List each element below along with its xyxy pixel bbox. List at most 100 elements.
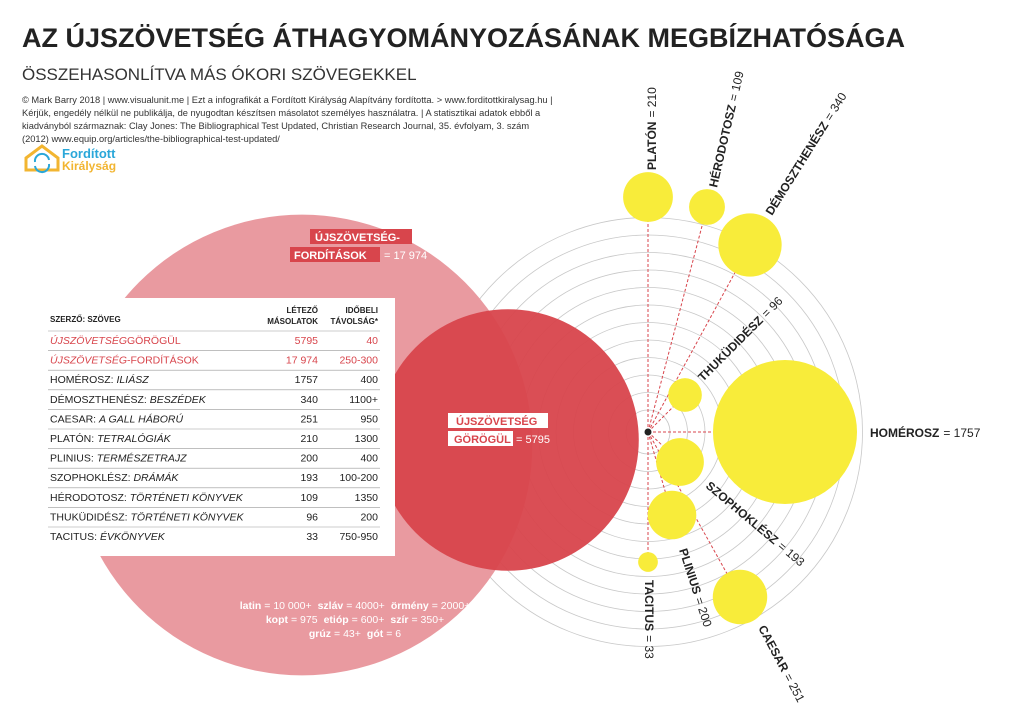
translations-line-part: örmény bbox=[391, 600, 429, 612]
bubble bbox=[712, 569, 768, 625]
bubble-label: CAESAR= 251 bbox=[755, 623, 807, 705]
row-copies: 200 bbox=[300, 453, 318, 465]
row-distance-part: 1350 bbox=[355, 492, 379, 504]
connector bbox=[647, 206, 708, 433]
credits-part: (2012) www.equip.org/articles/the-biblio… bbox=[22, 134, 280, 144]
row-text: DÉMOSZTHENÉSZ: BESZÉDEK bbox=[50, 393, 207, 406]
row-copies-part: 17 974 bbox=[286, 355, 318, 367]
row-copies-part: 210 bbox=[300, 433, 318, 445]
credits: Kérjük, engedély nélkül ne publikálja, d… bbox=[22, 108, 541, 118]
row-text-part: TACITUS: bbox=[50, 531, 100, 543]
bubble-label-part: = 200 bbox=[692, 595, 715, 629]
title-part: AZ ÚJSZÖVETSÉG ÁTHAGYOMÁNYOZÁSÁNAK MEGBÍ… bbox=[22, 22, 905, 53]
connector bbox=[647, 244, 751, 433]
table-header: IDŐBELI bbox=[346, 306, 378, 315]
row-distance: 100-200 bbox=[339, 472, 378, 484]
logo-arrows bbox=[33, 152, 51, 174]
logo bbox=[24, 144, 60, 174]
row-copies-part: 33 bbox=[306, 531, 318, 543]
row-text-part: BESZÉDEK bbox=[150, 393, 207, 406]
row-distance: 950 bbox=[360, 413, 378, 425]
translations-line-part: = 4000+ bbox=[346, 600, 385, 612]
label-box bbox=[448, 413, 548, 428]
translations-line-part: etióp bbox=[324, 614, 349, 626]
row-text-part: PLATÓN: bbox=[50, 432, 97, 445]
row-copies: 17 974 bbox=[286, 355, 318, 367]
row-text-part: ÚJSZÖVETSÉG bbox=[50, 354, 127, 367]
translations-line-part: latin bbox=[240, 600, 262, 612]
bubble bbox=[668, 378, 702, 412]
row-distance: 1100+ bbox=[349, 394, 378, 406]
row-text-part: PLINIUS: bbox=[50, 453, 97, 465]
bubble bbox=[656, 438, 704, 486]
row-copies: 109 bbox=[300, 492, 318, 504]
translations-line-part: kopt bbox=[266, 614, 289, 626]
bubble-label-part: = 33 bbox=[642, 635, 656, 659]
row-copies-part: 1757 bbox=[295, 374, 319, 386]
row-text: HOMÉROSZ: ILIÁSZ bbox=[50, 373, 149, 386]
row-text-part: HÉRODOTOSZ: bbox=[50, 491, 130, 504]
row-distance-part: 1100+ bbox=[349, 394, 378, 406]
table-header-part: LÉTEZŐ bbox=[286, 306, 318, 315]
row-copies-part: 96 bbox=[306, 511, 318, 523]
table-header-part: TÁVOLSÁG* bbox=[330, 317, 378, 326]
table-header: MÁSOLATOK bbox=[267, 317, 318, 326]
credits-part: kiadványból származnak: Clay Jones: The … bbox=[22, 121, 529, 131]
row-text: ÚJSZÖVETSÉGGÖRÖGÜL bbox=[50, 334, 181, 347]
nt-translations-label-part: = 17 974 bbox=[384, 250, 427, 262]
row-copies: 5795 bbox=[295, 335, 319, 347]
nt-translations-label: = 17 974 bbox=[384, 250, 427, 262]
row-copies-part: 109 bbox=[300, 492, 318, 504]
table-header: TÁVOLSÁG* bbox=[330, 317, 378, 326]
row-text: THUKÜDIDÉSZ: TÖRTÉNETI KÖNYVEK bbox=[50, 510, 245, 523]
row-text-part: TÖRTÉNETI KÖNYVEK bbox=[130, 491, 244, 504]
row-distance: 400 bbox=[360, 374, 378, 386]
translations-line-part: = 975 bbox=[291, 614, 318, 626]
row-text-part: DÉMOSZTHENÉSZ: bbox=[50, 393, 150, 406]
row-distance: 750-950 bbox=[339, 531, 378, 543]
bubble-label-part: HOMÉROSZ bbox=[870, 425, 939, 440]
row-text: TACITUS: ÉVKÖNYVEK bbox=[50, 530, 166, 543]
credits: © Mark Barry 2018 | www.visualunit.me | … bbox=[22, 95, 553, 105]
row-copies-part: 193 bbox=[300, 472, 318, 484]
bubble-label: PLINIUS= 200 bbox=[676, 547, 715, 629]
credits: (2012) www.equip.org/articles/the-biblio… bbox=[22, 134, 280, 144]
connector bbox=[647, 394, 686, 433]
bubble-label-part: CAESAR bbox=[755, 623, 791, 675]
row-text: SZOPHOKLÉSZ: DRÁMÁK bbox=[50, 471, 179, 484]
row-distance: 250-300 bbox=[339, 355, 378, 367]
row-copies: 1757 bbox=[295, 374, 319, 386]
row-text-part: TETRALÓGIÁK bbox=[97, 432, 172, 445]
row-text-part: HOMÉROSZ: bbox=[50, 373, 117, 386]
translations-line-part: = 10 000+ bbox=[264, 600, 311, 612]
bubble-label-part: = 96 bbox=[759, 294, 786, 321]
row-text-part: ÚJSZÖVETSÉG bbox=[50, 334, 127, 347]
bubble-label: HOMÉROSZ = 1757 bbox=[870, 425, 981, 440]
row-text-part: TERMÉSZETRAJZ bbox=[97, 452, 187, 465]
row-distance: 1300 bbox=[355, 433, 379, 445]
nt-greek-name: GÖRÖGÜL bbox=[454, 433, 511, 446]
table-header: SZERZŐ: SZÖVEG bbox=[50, 315, 121, 324]
translations-line-part: = 6 bbox=[386, 628, 401, 640]
row-copies: 96 bbox=[306, 511, 318, 523]
table-header-part: MÁSOLATOK bbox=[267, 317, 318, 326]
translations-line: kopt = 975 etióp = 600+ szír = 350+ bbox=[266, 614, 444, 626]
translations-line: grúz = 43+ gót = 6 bbox=[309, 628, 401, 640]
row-distance-part: 950 bbox=[360, 413, 378, 425]
row-text: HÉRODOTOSZ: TÖRTÉNETI KÖNYVEK bbox=[50, 491, 244, 504]
logo-text: Fordított bbox=[62, 146, 116, 161]
bubble bbox=[712, 359, 858, 505]
bubble bbox=[718, 213, 782, 277]
nt-translations-name: ÚJSZÖVETSÉG- bbox=[315, 231, 400, 244]
row-text-part: ÉVKÖNYVEK bbox=[100, 530, 166, 543]
row-copies: 33 bbox=[306, 531, 318, 543]
nt-translations-name-part: FORDÍTÁSOK bbox=[294, 249, 367, 262]
bubble-label-part: HÉRODOTOSZ bbox=[705, 103, 739, 189]
translations-line-part: szláv bbox=[318, 600, 344, 612]
row-distance: 200 bbox=[360, 511, 378, 523]
row-text-part: -FORDÍTÁSOK bbox=[127, 354, 199, 367]
row-text-part: THUKÜDIDÉSZ: bbox=[50, 510, 131, 523]
row-copies-part: 251 bbox=[300, 413, 318, 425]
row-distance: 400 bbox=[360, 453, 378, 465]
translations-line-part: = 2000+ bbox=[432, 600, 471, 612]
